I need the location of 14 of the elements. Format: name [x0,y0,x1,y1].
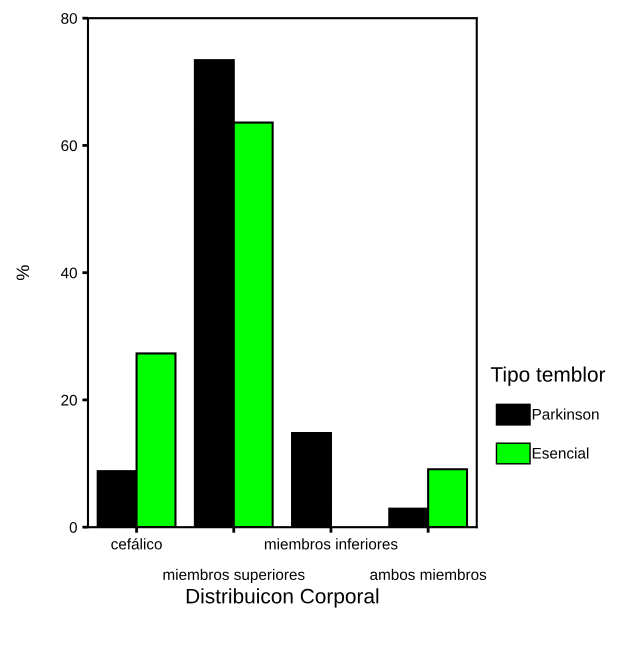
y-tick-label: 20 [61,394,77,406]
x-tick-label: cefálico [111,538,162,550]
x-axis-title: Distribuicon Corporal [186,588,378,608]
y-tick-label: 40 [60,268,77,278]
legend-label: Esencial [532,447,588,459]
x-tick-label: ambos miembros [370,568,486,580]
legend-title: Tipo temblor [490,366,606,386]
y-tick-label: 60 [61,140,77,152]
y-tick-label: 0 [70,522,77,533]
y-axis-title: % [16,265,30,280]
legend-label: Parkinson [532,408,599,420]
y-tick-label: 80 [61,13,77,24]
x-tick-label: miembros superiores [163,568,305,584]
x-tick-label: miembros inferiores [264,538,398,550]
